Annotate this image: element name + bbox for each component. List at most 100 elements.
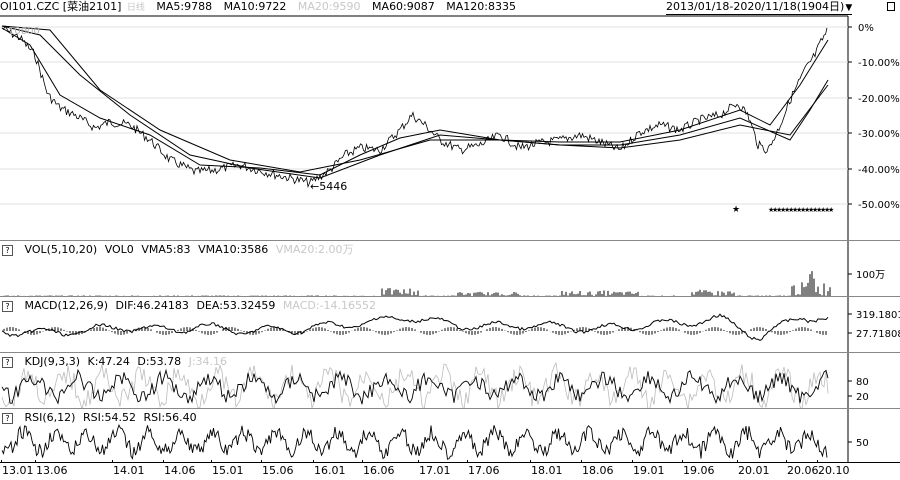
- marker-star: ★: [804, 206, 810, 214]
- macd-dif-line: [1, 313, 829, 341]
- j-value: J:34.16: [188, 355, 228, 368]
- vol-y-tick: 100万: [856, 270, 885, 281]
- x-axis-label: 18.06: [582, 464, 614, 477]
- kdj-y-tick-20: 20: [856, 392, 869, 403]
- macd-y-tick-mid: 27.71808: [856, 329, 900, 340]
- vma20-value: VMA20:2.00万: [275, 243, 354, 256]
- lock-icon[interactable]: [887, 2, 895, 11]
- macd-panel[interactable]: 319.1801 27.71808 ? MACD(12,26,9) DIF:46…: [0, 296, 900, 353]
- vol-header: ? VOL(5,10,20) VOL0 VMA5:83 VMA10:3586 V…: [0, 243, 362, 257]
- rsi-y-tick: 50: [856, 438, 869, 449]
- x-axis-label: 13.01: [2, 464, 34, 477]
- kdj-panel[interactable]: 80 20 ? KDJ(9,3,3) K:47.24 D:53.78 J:34.…: [0, 352, 900, 409]
- x-axis-label: 16.01: [314, 464, 346, 477]
- marker-star: ★: [824, 206, 830, 214]
- x-axis-tick: [530, 460, 531, 463]
- k-value: K:47.24: [87, 355, 130, 368]
- x-axis-label: 20.06: [787, 464, 819, 477]
- marker-star: ★: [772, 206, 778, 214]
- x-axis-tick: [1, 460, 2, 463]
- vol-panel[interactable]: 100万 ? VOL(5,10,20) VOL0 VMA5:83 VMA10:3…: [0, 240, 900, 297]
- price-y-ticks: 0% -10.00% -20.00% -30.00% -40.00% -50.00%: [848, 23, 900, 211]
- date-range-control[interactable]: 2013/01/18-2020/11/18(1904日)▼: [666, 0, 853, 15]
- x-axis-tick: [163, 460, 164, 463]
- marker-star: ★: [780, 206, 786, 214]
- x-axis-tick: [632, 460, 633, 463]
- rsi-panel[interactable]: 50 ? RSI(6,12) RSI:54.52 RSI:56.40: [0, 408, 900, 463]
- vol-title[interactable]: VOL(5,10,20): [24, 243, 98, 256]
- rsi-title[interactable]: RSI(6,12): [24, 411, 76, 424]
- x-axis-label: 13.06: [36, 464, 68, 477]
- price-y-tick-label: -30.00%: [858, 129, 900, 140]
- x-axis-tick: [112, 460, 113, 463]
- x-axis-tick: [682, 460, 683, 463]
- x-axis-label: 15.01: [212, 464, 244, 477]
- period-label: 日线: [126, 3, 145, 13]
- kdj-j-line: [1, 361, 829, 409]
- x-axis-tick: [211, 460, 212, 463]
- x-axis-label: 14.06: [164, 464, 196, 477]
- macd-chart: 319.1801 27.71808: [1, 297, 900, 353]
- help-icon[interactable]: ?: [2, 300, 13, 312]
- price-y-tick-label: -40.00%: [858, 165, 900, 176]
- x-axis-label: 15.06: [262, 464, 294, 477]
- macd-header: ? MACD(12,26,9) DIF:46.24183 DEA:53.3245…: [0, 299, 384, 313]
- price-panel[interactable]: OI101.CZC [菜油2101] 日线 MA5:9788 MA10:9722…: [0, 0, 900, 240]
- symbol-label[interactable]: OI101.CZC [菜油2101]: [0, 0, 122, 13]
- vol-bars: [3, 271, 831, 297]
- x-axis-tick: [35, 460, 36, 463]
- kdj-title[interactable]: KDJ(9,3,3): [24, 355, 81, 368]
- marker-star: ★: [828, 206, 834, 214]
- kdj-header: ? KDJ(9,3,3) K:47.24 D:53.78 J:34.16: [0, 355, 235, 369]
- x-axis-label: 20.01: [738, 464, 770, 477]
- price-y-tick-label: -10.00%: [858, 58, 900, 69]
- rsi-header: ? RSI(6,12) RSI:54.52 RSI:56.40: [0, 411, 205, 425]
- rsi-chart: 50: [1, 409, 869, 463]
- ma-line-long: [1, 25, 829, 173]
- x-axis-label: 14.01: [113, 464, 145, 477]
- x-axis-label: 19.01: [633, 464, 665, 477]
- rsi1-value: RSI:54.52: [82, 411, 137, 424]
- macd-y-tick-top: 319.1801: [856, 310, 900, 321]
- dif-value: DIF:46.24183: [115, 299, 189, 312]
- ma5-value: MA5:9788: [156, 0, 213, 13]
- price-y-tick-label: -20.00%: [858, 94, 900, 105]
- dea-value: DEA:53.32459: [196, 299, 276, 312]
- macd-title[interactable]: MACD(12,26,9): [24, 299, 109, 312]
- x-axis-tick: [418, 460, 419, 463]
- price-gridlines: [0, 26, 848, 205]
- price-chart: 0% -10.00% -20.00% -30.00% -40.00% -50.00% 10…: [0, 15, 900, 240]
- help-icon[interactable]: ?: [2, 412, 13, 424]
- ma10-value: MA10:9722: [223, 0, 287, 13]
- marker-stars: ★ ★★★★★★★★★★★★★★★★: [732, 205, 834, 215]
- x-axis-tick: [737, 460, 738, 463]
- kdj-y-tick-80: 80: [856, 377, 869, 388]
- x-axis-label: 16.06: [363, 464, 395, 477]
- x-axis-label: 19.06: [683, 464, 715, 477]
- marker-star: ★: [792, 206, 798, 214]
- help-icon[interactable]: ?: [2, 244, 13, 256]
- x-axis-tick: [362, 460, 363, 463]
- low-value-label: ←5446: [310, 180, 347, 193]
- vol0-value: VOL0: [104, 243, 134, 256]
- ma60-value: MA60:9087: [372, 0, 435, 13]
- d-value: D:53.78: [137, 355, 182, 368]
- dropdown-triangle-icon[interactable]: ▼: [845, 3, 853, 13]
- macd-value: MACD:-14.16552: [282, 299, 377, 312]
- x-axis-tick: [817, 460, 818, 463]
- rsi-line: [1, 424, 828, 460]
- x-axis-tick: [261, 460, 262, 463]
- x-axis-label: 17.01: [419, 464, 451, 477]
- marker-star: ★: [816, 206, 822, 214]
- x-axis-tick: [581, 460, 582, 463]
- x-axis-label: 17.06: [468, 464, 500, 477]
- marker-star: ★: [788, 206, 794, 214]
- marker-star: ★: [796, 206, 802, 214]
- x-axis-tick: [786, 460, 787, 463]
- vma5-value: VMA5:83: [141, 243, 191, 256]
- price-y-tick-label: -50.00%: [858, 200, 900, 211]
- x-axis-tick: [313, 460, 314, 463]
- ma120-value: MA120:8335: [446, 0, 516, 13]
- help-icon[interactable]: ?: [2, 356, 13, 368]
- marker-star: ★: [800, 206, 806, 214]
